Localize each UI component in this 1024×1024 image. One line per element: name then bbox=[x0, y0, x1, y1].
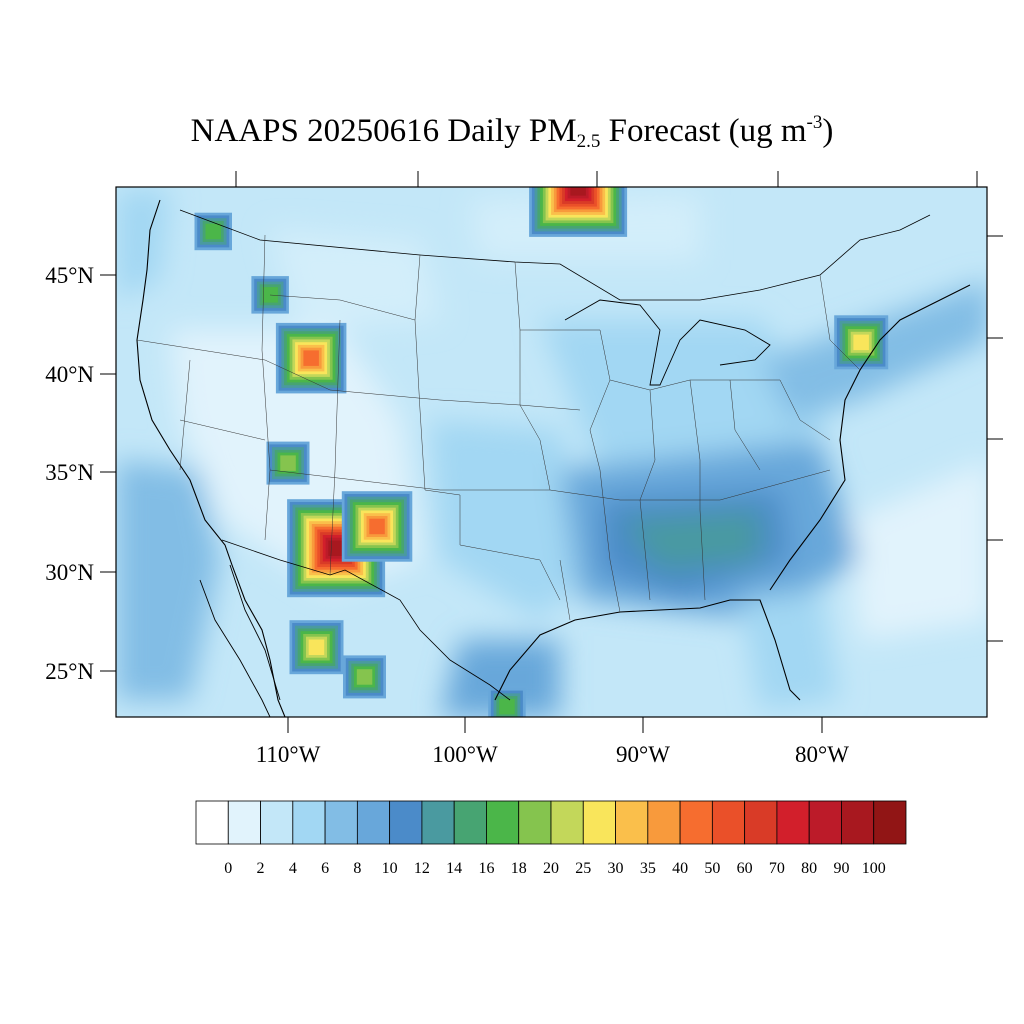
lon-label-100w: 100°W bbox=[432, 742, 498, 767]
colorbar-box bbox=[744, 800, 778, 845]
colorbar-label: 0 bbox=[224, 860, 232, 877]
colorbar-box bbox=[776, 800, 810, 845]
colorbar-label: 80 bbox=[801, 860, 817, 877]
colorbar-box bbox=[260, 800, 294, 845]
colorbar-label: 20 bbox=[543, 860, 559, 877]
colorbar-label: 4 bbox=[289, 860, 297, 877]
us-mexico-border bbox=[221, 539, 511, 701]
colorbar-box bbox=[873, 800, 907, 845]
map-title: NAAPS 20250616 Daily PM2.5 Forecast (ug … bbox=[190, 112, 834, 152]
lon-label-80w: 80°W bbox=[795, 742, 849, 767]
hotspot-cell bbox=[308, 639, 325, 655]
hotspot-new-mexico-east bbox=[341, 491, 413, 562]
colorbar-box bbox=[195, 800, 229, 845]
hotspot-cell bbox=[356, 669, 373, 685]
colorbar-label: 60 bbox=[737, 860, 753, 877]
colorbar-label: 25 bbox=[575, 860, 591, 877]
colorbar-box bbox=[808, 800, 842, 845]
colorbar-label: 70 bbox=[769, 860, 785, 877]
colorbar-label: 12 bbox=[414, 860, 430, 877]
bottom-ticks bbox=[287, 717, 823, 733]
hotspot-cell bbox=[303, 350, 319, 366]
colorbar-box bbox=[615, 800, 649, 845]
hotspot-cell bbox=[205, 223, 221, 240]
baja-peninsula bbox=[199, 579, 271, 717]
hotspot-arizona bbox=[266, 441, 310, 485]
hotspot-idaho-wyoming bbox=[275, 322, 347, 394]
map-boundaries bbox=[136, 199, 971, 717]
hotspot-canada-smoke-north bbox=[529, 187, 628, 237]
hotspot-cell bbox=[499, 698, 515, 715]
colorbar-label: 40 bbox=[672, 860, 688, 877]
lat-label-25n: 25°N bbox=[45, 659, 94, 684]
colorbar-box bbox=[582, 800, 616, 845]
us-canada-border bbox=[179, 209, 931, 301]
colorbar-box bbox=[679, 800, 713, 845]
colorbar-box bbox=[550, 800, 584, 845]
map-frame bbox=[115, 186, 988, 718]
hotspot-cell bbox=[570, 187, 586, 196]
colorbar-label: 50 bbox=[704, 860, 720, 877]
colorbar-label: 100 bbox=[862, 860, 886, 877]
hotspot-cell bbox=[369, 518, 385, 535]
colorbar-box bbox=[841, 800, 875, 845]
right-ticks bbox=[987, 235, 1003, 642]
colorbar-label: 18 bbox=[511, 860, 527, 877]
hotspot-cell bbox=[280, 455, 296, 471]
east-coast-line bbox=[769, 284, 971, 591]
hotspot-cell bbox=[853, 334, 869, 351]
lat-label-40n: 40°N bbox=[45, 362, 94, 387]
colorbar-label: 10 bbox=[382, 860, 398, 877]
colorbar-box bbox=[486, 800, 520, 845]
lon-label-110w: 110°W bbox=[256, 742, 321, 767]
top-ticks bbox=[235, 171, 978, 187]
colorbar-label: 2 bbox=[257, 860, 265, 877]
hotspot-sierra-madre-2 bbox=[343, 655, 386, 699]
colorbar-labels: 0 2 4 6 8 10 12 14 16 18 20 25 30 35 40 50 60 70 80 90 100 bbox=[224, 860, 885, 877]
colorbar bbox=[195, 800, 907, 845]
colorbar-box bbox=[324, 800, 358, 845]
left-ticks bbox=[100, 274, 116, 672]
colorbar-box bbox=[292, 800, 326, 845]
hotspot-northeast-corridor bbox=[834, 315, 889, 370]
lon-label-90w: 90°W bbox=[616, 742, 670, 767]
hotspot-sierra-madre-1 bbox=[289, 620, 344, 675]
mexico-west-coast bbox=[229, 564, 281, 701]
colorbar-label: 30 bbox=[608, 860, 624, 877]
colorbar-box bbox=[453, 800, 487, 845]
colorbar-label: 8 bbox=[353, 860, 361, 877]
colorbar-label: 14 bbox=[446, 860, 462, 877]
colorbar-box bbox=[711, 800, 746, 845]
hotspot-south-texas bbox=[488, 687, 526, 717]
colorbar-box bbox=[518, 800, 552, 845]
colorbar-box bbox=[227, 800, 261, 845]
lat-label-45n: 45°N bbox=[45, 263, 94, 288]
colorbar-label: 35 bbox=[640, 860, 656, 877]
lat-label-35n: 35°N bbox=[45, 460, 94, 485]
colorbar-box bbox=[356, 800, 391, 845]
hotspot-cell bbox=[328, 540, 344, 556]
colorbar-label: 90 bbox=[833, 860, 849, 877]
colorbar-label: 16 bbox=[478, 860, 494, 877]
lat-label-30n: 30°N bbox=[45, 560, 94, 585]
gulf-coast-line bbox=[494, 599, 801, 701]
great-lakes bbox=[564, 299, 771, 386]
colorbar-label: 6 bbox=[321, 860, 329, 877]
colorbar-box bbox=[421, 800, 455, 845]
colorbar-box bbox=[389, 800, 423, 845]
colorbar-box bbox=[647, 800, 681, 845]
concentration-field bbox=[116, 187, 987, 717]
west-coast-line bbox=[136, 199, 286, 717]
hotspot-washington bbox=[194, 212, 232, 251]
hotspot-layer bbox=[194, 187, 889, 717]
